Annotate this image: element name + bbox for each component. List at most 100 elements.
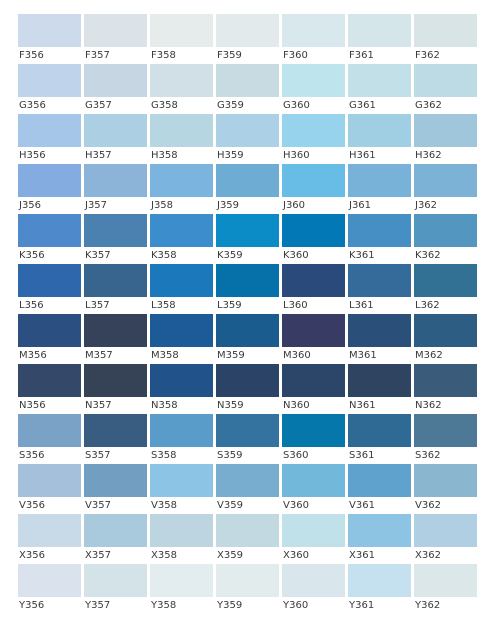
color-code-label: L358 (151, 300, 176, 311)
color-swatch (282, 214, 345, 247)
swatch-cell: L357 (84, 264, 150, 314)
swatch-cell: N358 (150, 364, 216, 414)
color-code-label: L361 (349, 300, 374, 311)
color-code-label: V358 (151, 500, 177, 511)
color-code-label: H360 (283, 150, 310, 161)
swatch-row: L356 L357 L358 L359 L360 L361 L362 (18, 264, 480, 314)
color-code-label: F362 (415, 50, 440, 61)
swatch-cell: J356 (18, 164, 84, 214)
swatch-cell: S356 (18, 414, 84, 464)
color-swatch (282, 564, 345, 597)
swatch-cell: M359 (216, 314, 282, 364)
color-code-label: K360 (283, 250, 309, 261)
color-code-label: G361 (349, 100, 376, 111)
color-swatch (282, 64, 345, 97)
color-code-label: H356 (19, 150, 46, 161)
swatch-cell: G356 (18, 64, 84, 114)
color-swatch (84, 314, 147, 347)
swatch-cell: X356 (18, 514, 84, 564)
swatch-cell: X358 (150, 514, 216, 564)
swatch-row: F356 F357 F358 F359 F360 F361 F362 (18, 14, 480, 64)
swatch-cell: H362 (414, 114, 480, 164)
color-swatch (150, 164, 213, 197)
color-swatch (18, 64, 81, 97)
swatch-cell: H356 (18, 114, 84, 164)
swatch-row: H356 H357 H358 H359 H360 H361 H362 (18, 114, 480, 164)
color-code-label: X356 (19, 550, 45, 561)
color-swatch (216, 364, 279, 397)
color-code-label: Y357 (85, 600, 111, 611)
swatch-cell: F362 (414, 14, 480, 64)
color-code-label: M360 (283, 350, 311, 361)
color-swatch (414, 164, 477, 197)
color-code-label: G359 (217, 100, 244, 111)
color-swatch (216, 264, 279, 297)
swatch-cell: H361 (348, 114, 414, 164)
swatch-cell: H357 (84, 114, 150, 164)
color-code-label: K356 (19, 250, 45, 261)
color-swatch (18, 364, 81, 397)
color-code-label: X359 (217, 550, 243, 561)
color-code-label: X361 (349, 550, 375, 561)
swatch-cell: N362 (414, 364, 480, 414)
color-swatch (348, 564, 411, 597)
color-code-label: L360 (283, 300, 308, 311)
color-code-label: J357 (85, 200, 108, 211)
swatch-cell: V361 (348, 464, 414, 514)
swatch-cell: V362 (414, 464, 480, 514)
swatch-cell: J361 (348, 164, 414, 214)
swatch-cell: F360 (282, 14, 348, 64)
color-code-label: X357 (85, 550, 111, 561)
color-swatch (18, 414, 81, 447)
color-code-label: H359 (217, 150, 244, 161)
color-code-label: L357 (85, 300, 110, 311)
color-swatch (348, 164, 411, 197)
color-swatch (282, 14, 345, 47)
color-swatch (150, 14, 213, 47)
color-code-label: N359 (217, 400, 244, 411)
color-code-label: Y356 (19, 600, 45, 611)
swatch-cell: J359 (216, 164, 282, 214)
swatch-cell: G357 (84, 64, 150, 114)
color-code-label: S358 (151, 450, 177, 461)
color-swatch (216, 164, 279, 197)
swatch-cell: G361 (348, 64, 414, 114)
swatch-cell: M356 (18, 314, 84, 364)
swatch-cell: J358 (150, 164, 216, 214)
swatch-cell: Y362 (414, 564, 480, 614)
color-code-label: N362 (415, 400, 442, 411)
swatch-cell: G358 (150, 64, 216, 114)
color-code-label: L362 (415, 300, 440, 311)
color-code-label: L356 (19, 300, 44, 311)
color-swatch (414, 464, 477, 497)
color-swatch (150, 114, 213, 147)
swatch-cell: H360 (282, 114, 348, 164)
color-swatch (150, 564, 213, 597)
color-code-label: H358 (151, 150, 178, 161)
color-code-label: H361 (349, 150, 376, 161)
color-swatch (348, 14, 411, 47)
swatch-cell: K357 (84, 214, 150, 264)
swatch-cell: M358 (150, 314, 216, 364)
color-code-label: X360 (283, 550, 309, 561)
swatch-cell: F361 (348, 14, 414, 64)
color-code-label: F357 (85, 50, 110, 61)
color-swatch-chart: F356 F357 F358 F359 F360 F361 F362 G356 G357 G358… (18, 14, 480, 614)
color-code-label: F358 (151, 50, 176, 61)
swatch-cell: V359 (216, 464, 282, 514)
swatch-cell: F359 (216, 14, 282, 64)
swatch-cell: Y360 (282, 564, 348, 614)
color-code-label: J358 (151, 200, 174, 211)
color-code-label: V359 (217, 500, 243, 511)
color-swatch (414, 264, 477, 297)
color-swatch (18, 264, 81, 297)
swatch-cell: G360 (282, 64, 348, 114)
swatch-cell: S360 (282, 414, 348, 464)
color-swatch (84, 564, 147, 597)
swatch-cell: S359 (216, 414, 282, 464)
color-swatch (348, 64, 411, 97)
color-swatch (414, 564, 477, 597)
color-swatch (18, 564, 81, 597)
color-swatch (150, 514, 213, 547)
color-swatch (18, 464, 81, 497)
